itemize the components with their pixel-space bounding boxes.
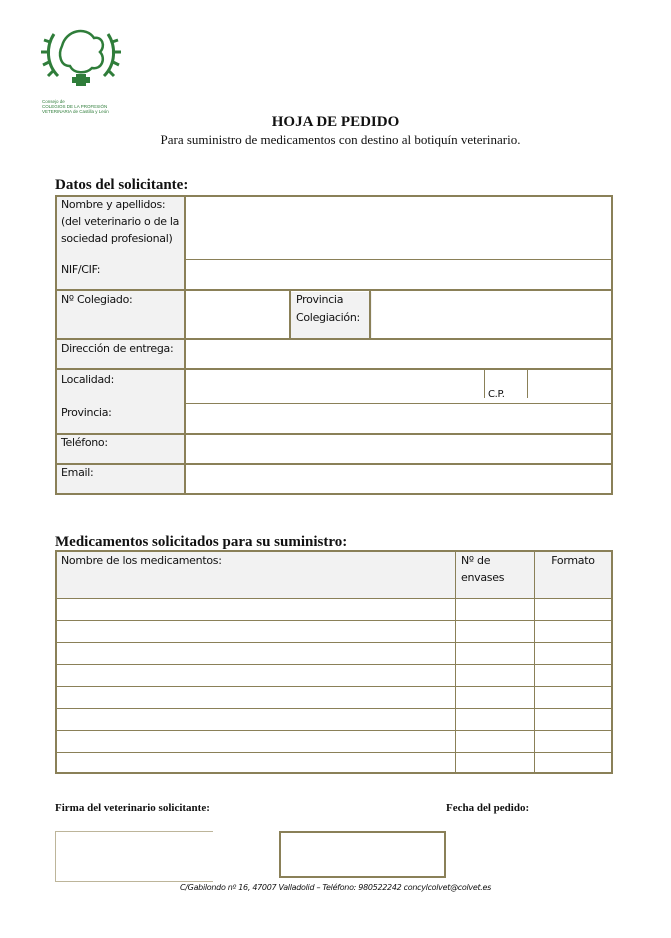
logo: Consejo de COLEGIOS DE LA PROFESIÓN VETE…	[36, 16, 126, 116]
logo-emblem-icon	[41, 29, 121, 86]
label-cp: C.P.	[488, 389, 505, 400]
nombre-field[interactable]	[186, 197, 610, 259]
cp-field[interactable]	[528, 370, 610, 403]
provincia-colegiacion-field[interactable]	[371, 291, 610, 338]
formato-cell[interactable]	[535, 753, 611, 774]
nif-field[interactable]	[186, 260, 610, 289]
label-line: Colegiación:	[296, 311, 360, 324]
formato-cell[interactable]	[535, 643, 611, 664]
row-divider	[55, 620, 612, 621]
direccion-field[interactable]	[186, 340, 610, 368]
logo-text: COLEGIOS DE LA PROFESIÓN	[42, 104, 108, 109]
localidad-field[interactable]	[186, 370, 484, 403]
label-nombre: Nombre y apellidos: (del veterinario o d…	[61, 196, 179, 247]
label-nif: NIF/CIF:	[61, 263, 101, 276]
logo-text: Consejo de	[42, 99, 65, 104]
envases-cell[interactable]	[456, 731, 534, 752]
medicamento-nombre-cell[interactable]	[57, 731, 455, 752]
medicamento-nombre-cell[interactable]	[57, 753, 455, 774]
label-direccion: Dirección de entrega:	[61, 342, 174, 355]
envases-cell[interactable]	[456, 687, 534, 708]
page-title: HOJA DE PEDIDO	[271, 114, 400, 130]
envases-cell[interactable]	[456, 753, 534, 774]
label-provincia-colegiacion: Provincia Colegiación:	[296, 291, 360, 327]
label-colegiado: Nº Colegiado:	[61, 293, 133, 306]
solicitante-table	[55, 195, 613, 495]
formato-cell[interactable]	[535, 731, 611, 752]
medicamento-nombre-cell[interactable]	[57, 709, 455, 730]
formato-cell[interactable]	[535, 621, 611, 642]
label-provincia: Provincia:	[61, 406, 112, 419]
email-field[interactable]	[186, 465, 610, 493]
envases-cell[interactable]	[456, 599, 534, 620]
provincia-field[interactable]	[186, 404, 610, 433]
formato-cell[interactable]	[535, 665, 611, 686]
footer-address: C/Gabilondo nº 16, 47007 Valladolid – Te…	[180, 883, 492, 892]
medicamento-nombre-cell[interactable]	[57, 621, 455, 642]
row-divider	[55, 708, 612, 709]
formato-cell[interactable]	[535, 709, 611, 730]
logo-text: VETERINARIA de Castilla y León	[42, 109, 109, 114]
page-subtitle: Para suministro de medicamentos con dest…	[160, 132, 521, 147]
column-header-nombre: Nombre de los medicamentos:	[61, 554, 222, 567]
row-divider	[55, 730, 612, 731]
label-line: Provincia	[296, 293, 344, 306]
telefono-field[interactable]	[186, 435, 610, 463]
envases-cell[interactable]	[456, 665, 534, 686]
row-divider	[55, 686, 612, 687]
label-line: (del veterinario o de la	[61, 215, 180, 228]
label-telefono: Teléfono:	[61, 436, 108, 449]
medicamento-nombre-cell[interactable]	[57, 599, 455, 620]
envases-cell[interactable]	[456, 709, 534, 730]
label-localidad: Localidad:	[61, 373, 114, 386]
label-email: Email:	[61, 466, 94, 479]
column-header-envases: Nº de envases	[461, 554, 505, 584]
envases-cell[interactable]	[456, 643, 534, 664]
section-heading-medicamentos: Medicamentos solicitados para su suminis…	[55, 534, 348, 550]
row-divider	[55, 598, 612, 599]
formato-cell[interactable]	[535, 687, 611, 708]
formato-cell[interactable]	[535, 599, 611, 620]
row-divider	[55, 664, 612, 665]
medicamento-nombre-cell[interactable]	[57, 643, 455, 664]
column-header-formato: Formato	[551, 554, 595, 567]
medicamento-nombre-cell[interactable]	[57, 665, 455, 686]
medicamento-nombre-cell[interactable]	[57, 687, 455, 708]
label-line: sociedad profesional)	[61, 232, 173, 245]
colegiado-field[interactable]	[186, 291, 289, 338]
envases-cell[interactable]	[456, 621, 534, 642]
fecha-box[interactable]	[279, 831, 446, 878]
firma-box[interactable]	[55, 831, 213, 882]
firma-label: Firma del veterinario solicitante:	[55, 802, 210, 814]
fecha-label: Fecha del pedido:	[446, 802, 530, 814]
label-line: Nombre y apellidos:	[61, 198, 166, 211]
section-heading-solicitante: Datos del solicitante:	[55, 177, 189, 193]
row-divider	[55, 752, 612, 753]
medicamentos-table	[55, 550, 613, 774]
row-divider	[55, 642, 612, 643]
